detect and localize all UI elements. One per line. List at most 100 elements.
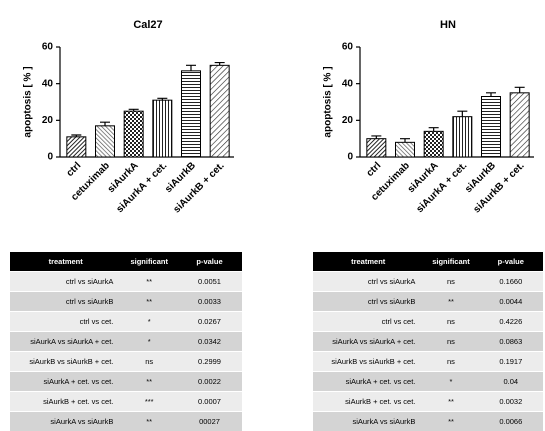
table-cell: siAurkB vs siAurkB + cet. bbox=[10, 352, 121, 372]
table-row: siAurkA vs siAurkB**0.0066 bbox=[313, 412, 543, 431]
bar bbox=[96, 126, 115, 157]
table-row: ctrl vs siAurkA**0.0051 bbox=[10, 272, 242, 292]
table-row: ctrl vs cet.*0.0267 bbox=[10, 312, 242, 332]
table-cell: ** bbox=[423, 292, 478, 312]
table-cell: ctrl vs siAurkA bbox=[10, 272, 121, 292]
x-tick-label: siAurkB + cet. bbox=[472, 160, 527, 215]
bar bbox=[153, 100, 172, 157]
x-tick-label: ctrl bbox=[65, 160, 84, 179]
table-row: siAurkB + cet. vs cet.**0.0032 bbox=[313, 392, 543, 412]
y-tick-label: 0 bbox=[347, 152, 353, 163]
table-cell: ctrl vs siAurkB bbox=[313, 292, 423, 312]
bar bbox=[453, 117, 472, 157]
header-cell: significant bbox=[423, 252, 478, 272]
x-tick-label: ctrl bbox=[365, 160, 384, 179]
table-cell: siAurkA vs siAurkA + cet. bbox=[10, 332, 121, 352]
table-cell: * bbox=[121, 312, 177, 332]
table-cell: ns bbox=[423, 312, 478, 332]
error-bar bbox=[486, 93, 496, 97]
y-tick-label: 0 bbox=[47, 152, 53, 163]
table-cell: ** bbox=[121, 272, 177, 292]
table-cell: * bbox=[423, 372, 478, 392]
table-cell: ctrl vs siAurkB bbox=[10, 292, 121, 312]
table-row: siAurkA + cet. vs cet.**0.0022 bbox=[10, 372, 242, 392]
table-cell: ns bbox=[121, 352, 177, 372]
table-cell: 0.04 bbox=[479, 372, 543, 392]
table-row: siAurkB + cet. vs cet.***0.0007 bbox=[10, 392, 242, 412]
bar bbox=[124, 111, 143, 157]
x-tick-label: siAurkA + cet. bbox=[414, 160, 469, 215]
error-bar bbox=[400, 139, 410, 143]
bar bbox=[424, 131, 443, 157]
table-cell: *** bbox=[121, 392, 177, 412]
table-cell: * bbox=[121, 332, 177, 352]
table-cell: siAurkA vs siAurkB bbox=[313, 412, 423, 431]
table-cell: ns bbox=[423, 272, 478, 292]
header-cell: treatment bbox=[313, 252, 423, 272]
table-row: ctrl vs siAurkB**0.0044 bbox=[313, 292, 543, 312]
header-cell: p-value bbox=[177, 252, 242, 272]
table-cell: 0.0863 bbox=[479, 332, 543, 352]
table-cell: 0.0022 bbox=[177, 372, 242, 392]
bar bbox=[67, 137, 86, 157]
table-cell: 0.0342 bbox=[177, 332, 242, 352]
y-tick-label: 60 bbox=[342, 42, 354, 53]
table-cell: 0.0267 bbox=[177, 312, 242, 332]
y-tick-label: 60 bbox=[42, 42, 54, 53]
error-bar bbox=[457, 111, 467, 117]
table-cell: 0.4226 bbox=[479, 312, 543, 332]
table-row: ctrl vs siAurkB**0.0033 bbox=[10, 292, 242, 312]
table-row: siAurkA vs siAurkA + cet.*0.0342 bbox=[10, 332, 242, 352]
chart-title: HN bbox=[440, 19, 456, 31]
chart-title: Cal27 bbox=[133, 19, 162, 31]
header-cell: significant bbox=[121, 252, 177, 272]
table-cell: 0.1660 bbox=[479, 272, 543, 292]
x-tick-label: siAurkA + cet. bbox=[114, 160, 169, 215]
error-bar bbox=[186, 65, 196, 71]
table-cell: siAurkB + cet. vs cet. bbox=[313, 392, 423, 412]
table-cell: siAurkA vs siAurkB bbox=[10, 412, 121, 431]
page: {"chart_data": [ {"type": "bar", "title"… bbox=[0, 0, 545, 413]
table-cell: 0.0033 bbox=[177, 292, 242, 312]
table-cell: 0.0032 bbox=[479, 392, 543, 412]
table-cell: ns bbox=[423, 352, 478, 372]
bar bbox=[396, 142, 415, 157]
table-cell: 0.2999 bbox=[177, 352, 242, 372]
table-cell: siAurkA + cet. vs cet. bbox=[313, 372, 423, 392]
x-tick-label: siAurkB + cet. bbox=[172, 160, 227, 215]
table-cell: ctrl vs cet. bbox=[313, 312, 423, 332]
table-cell: siAurkB + cet. vs cet. bbox=[10, 392, 121, 412]
y-axis-label: apoptosis [ % ] bbox=[323, 66, 334, 137]
table-cell: ** bbox=[121, 292, 177, 312]
table-cell: ns bbox=[423, 332, 478, 352]
table-cell: 0.0044 bbox=[479, 292, 543, 312]
table-cell: siAurkB vs siAurkB + cet. bbox=[313, 352, 423, 372]
table-cell: ** bbox=[121, 372, 177, 392]
y-tick-label: 20 bbox=[42, 115, 54, 126]
y-tick-label: 40 bbox=[42, 78, 54, 89]
table-cell: ctrl vs siAurkA bbox=[313, 272, 423, 292]
table-cell: 0.0051 bbox=[177, 272, 242, 292]
bar bbox=[510, 93, 529, 157]
table-cell: ** bbox=[423, 392, 478, 412]
table-cell: ctrl vs cet. bbox=[10, 312, 121, 332]
table-row: siAurkA vs siAurkB**00027 bbox=[10, 412, 242, 431]
y-axis-label: apoptosis [ % ] bbox=[23, 66, 34, 137]
error-bar bbox=[100, 122, 110, 126]
header-cell: p-value bbox=[479, 252, 543, 272]
table-row: siAurkA + cet. vs cet.*0.04 bbox=[313, 372, 543, 392]
table-cell: 0.1917 bbox=[479, 352, 543, 372]
header-cell: treatment bbox=[10, 252, 121, 272]
y-tick-label: 20 bbox=[342, 115, 354, 126]
table-cell: 0.0066 bbox=[479, 412, 543, 431]
